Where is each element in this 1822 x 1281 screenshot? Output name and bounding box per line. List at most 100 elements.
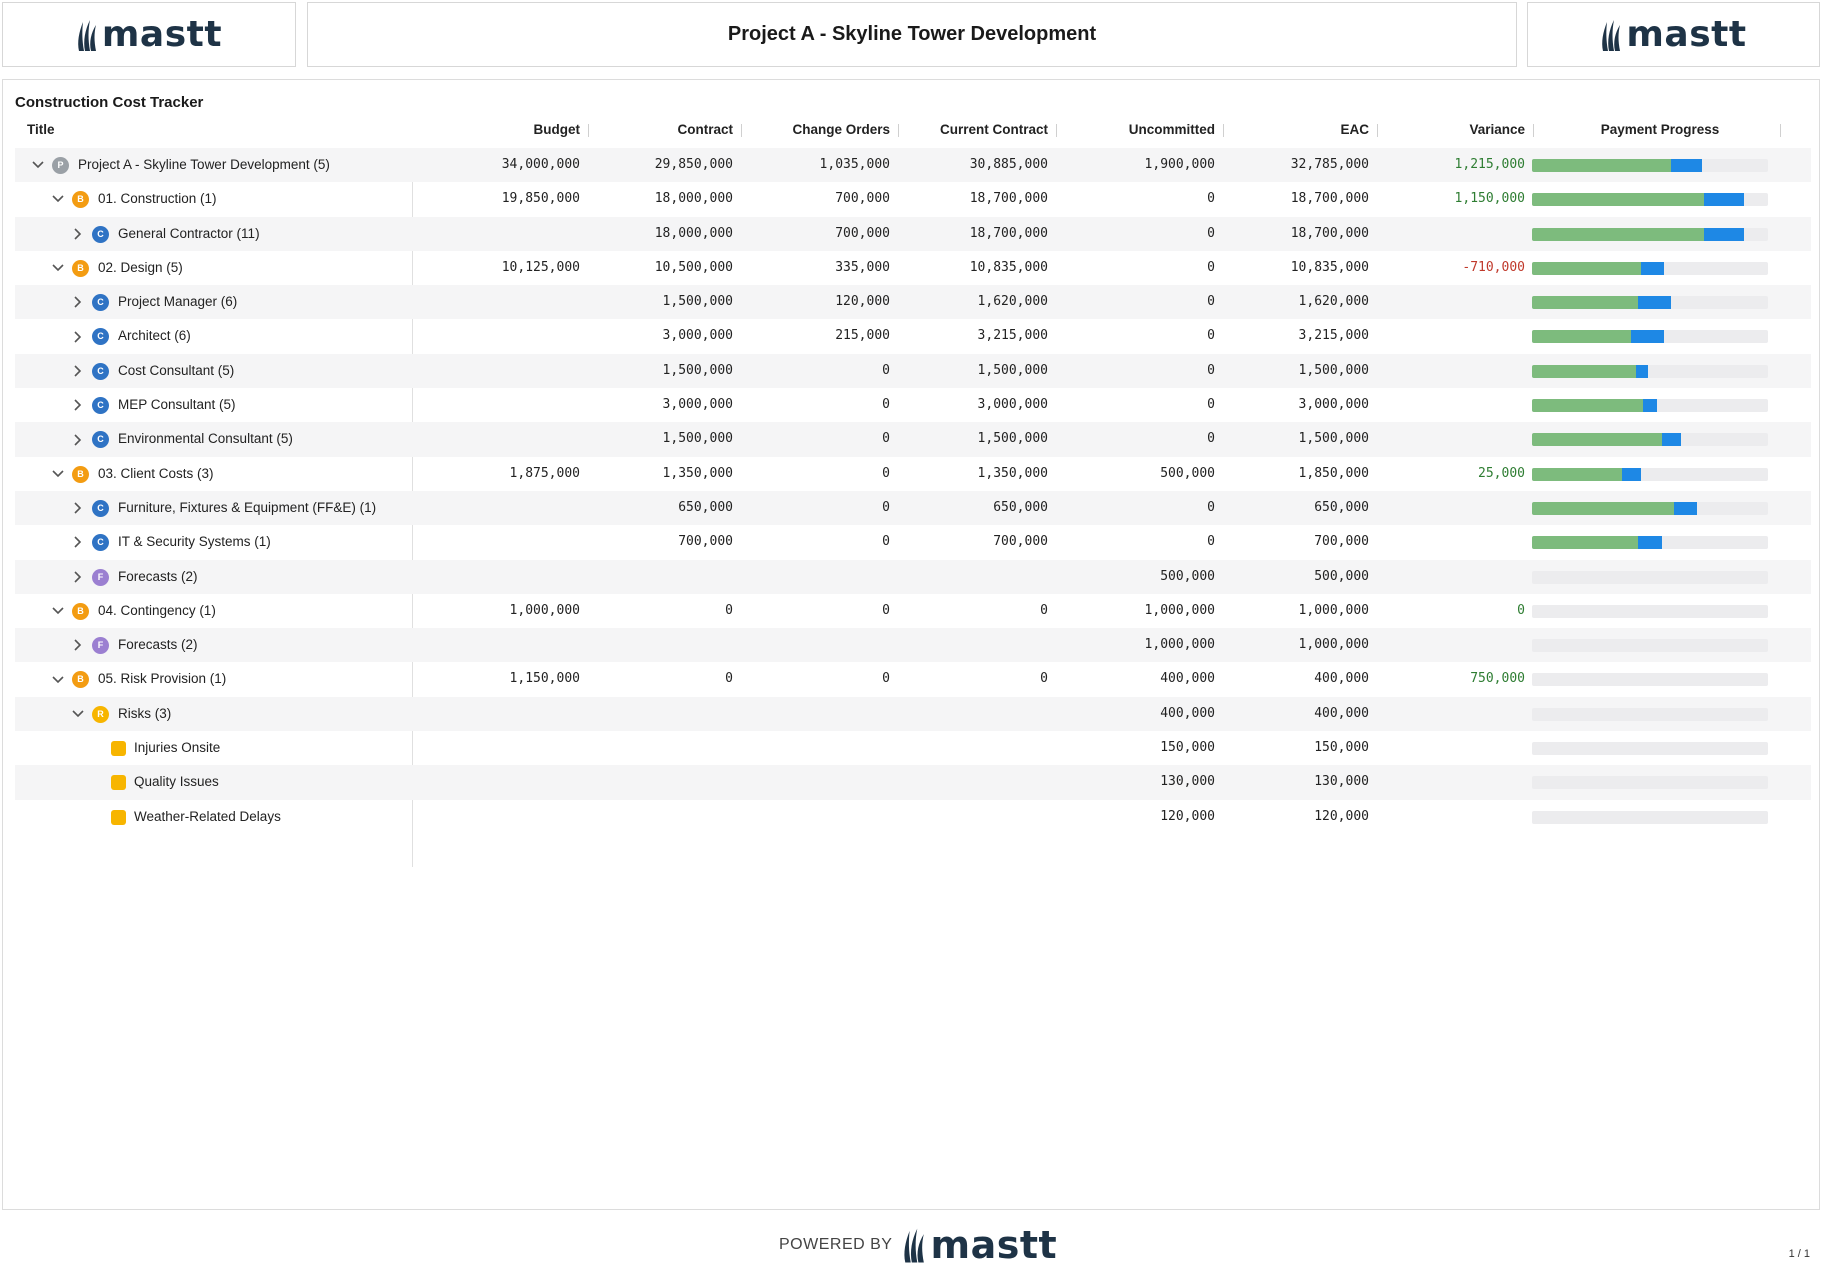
chevron-right-icon[interactable] — [70, 354, 86, 388]
chevron-right-icon[interactable] — [70, 491, 86, 525]
cell-change-orders: 0 — [882, 431, 890, 447]
column-separator[interactable] — [1533, 124, 1534, 137]
cell-contract: 3,000,000 — [662, 328, 733, 344]
table-row[interactable]: F Forecasts (2) 500,000 500,000 — [15, 559, 1811, 594]
cell-budget: 1,000,000 — [509, 602, 580, 618]
table-row[interactable]: Quality Issues 130,000 130,000 — [15, 765, 1811, 800]
table-row[interactable]: C Furniture, Fixtures & Equipment (FF&E) … — [15, 490, 1811, 526]
row-title[interactable]: 01. Construction (1) — [98, 191, 217, 207]
type-badge-c: C — [92, 225, 109, 243]
column-separator[interactable] — [898, 124, 899, 137]
column-separator[interactable] — [588, 124, 589, 137]
cell-budget: 1,875,000 — [509, 465, 580, 481]
row-title[interactable]: Weather-Related Delays — [134, 808, 281, 824]
column-header-variance[interactable]: Variance — [1469, 122, 1525, 137]
cell-current-contract: 1,350,000 — [977, 465, 1048, 481]
payment-progress-bar — [1532, 159, 1768, 172]
row-title[interactable]: 04. Contingency (1) — [98, 602, 216, 618]
cell-uncommitted: 0 — [1207, 431, 1215, 447]
column-header-payment-progress[interactable]: Payment Progress — [1600, 122, 1720, 137]
row-title[interactable]: IT & Security Systems (1) — [118, 534, 271, 550]
cell-eac: 130,000 — [1314, 774, 1369, 790]
chevron-right-icon[interactable] — [70, 217, 86, 251]
row-title[interactable]: MEP Consultant (5) — [118, 397, 236, 413]
row-title[interactable]: Furniture, Fixtures & Equipment (FF&E) (… — [118, 499, 377, 515]
row-title[interactable]: Injuries Onsite — [134, 740, 221, 756]
chevron-right-icon[interactable] — [70, 388, 86, 422]
table-row[interactable]: B 05. Risk Provision (1) 1,150,000 0 0 0 400,0… — [15, 662, 1811, 696]
table-row[interactable]: B 03. Client Costs (3) 1,875,000 1,350,000 0… — [15, 457, 1811, 491]
table-row[interactable]: Injuries Onsite 150,000 150,000 — [15, 731, 1811, 765]
row-title[interactable]: Project A - Skyline Tower Development (5… — [78, 157, 330, 172]
column-separator[interactable] — [741, 124, 742, 137]
chevron-down-icon[interactable] — [70, 697, 86, 731]
mastt-logo: mastt — [902, 1226, 1057, 1264]
paid-segment — [1532, 261, 1641, 275]
payment-progress-bar — [1532, 742, 1768, 756]
table-row[interactable]: C Architect (6) 3,000,000 215,000 3,215,000 0… — [15, 319, 1811, 353]
table-row[interactable]: B 01. Construction (1) 19,850,000 18,000,00… — [15, 182, 1811, 216]
table-row[interactable]: P Project A - Skyline Tower Development (… — [15, 148, 1811, 183]
row-title[interactable]: Forecasts (2) — [118, 568, 198, 584]
column-header-contract[interactable]: Contract — [677, 122, 733, 137]
cell-contract: 0 — [725, 602, 733, 618]
column-header-title[interactable]: Title — [27, 122, 55, 137]
row-title[interactable]: Quality Issues — [134, 774, 219, 790]
column-separator[interactable] — [1223, 124, 1224, 137]
chevron-right-icon[interactable] — [70, 319, 86, 353]
chevron-right-icon[interactable] — [70, 560, 86, 594]
row-title[interactable]: Project Manager (6) — [118, 294, 238, 310]
row-title[interactable]: Risks (3) — [118, 705, 172, 721]
column-header-eac[interactable]: EAC — [1340, 122, 1369, 137]
chevron-down-icon[interactable] — [50, 182, 66, 216]
table-row[interactable]: C Environmental Consultant (5) 1,500,000 0 1… — [15, 422, 1811, 457]
chevron-right-icon[interactable] — [70, 422, 86, 456]
row-title[interactable]: 03. Client Costs (3) — [98, 465, 214, 481]
table-row[interactable]: C Project Manager (6) 1,500,000 120,000 1,62… — [15, 285, 1811, 320]
table-row[interactable]: B 02. Design (5) 10,125,000 10,500,000 335,0… — [15, 251, 1811, 285]
cell-change-orders: 0 — [882, 397, 890, 413]
cell-uncommitted: 1,000,000 — [1144, 602, 1215, 618]
column-header-budget[interactable]: Budget — [533, 122, 581, 137]
column-header-change-orders[interactable]: Change Orders — [792, 122, 890, 137]
type-badge-f: F — [92, 568, 109, 586]
row-title[interactable]: Architect (6) — [118, 328, 191, 344]
row-title[interactable]: Cost Consultant (5) — [118, 362, 235, 378]
row-title[interactable]: General Contractor (11) — [118, 225, 260, 241]
cell-eac: 18,700,000 — [1290, 225, 1369, 241]
chevron-down-icon[interactable] — [50, 457, 66, 491]
chevron-down-icon[interactable] — [30, 148, 46, 182]
column-separator[interactable] — [1780, 124, 1781, 137]
payment-progress-bar — [1532, 227, 1768, 241]
column-header-current-contract[interactable]: Current Contract — [939, 122, 1048, 137]
table-row[interactable]: C MEP Consultant (5) 3,000,000 0 3,000,000 0 3… — [15, 388, 1811, 422]
row-title[interactable]: Environmental Consultant (5) — [118, 431, 293, 447]
cell-change-orders: 335,000 — [835, 259, 890, 275]
cell-uncommitted: 400,000 — [1160, 671, 1215, 687]
row-title[interactable]: 05. Risk Provision (1) — [98, 671, 227, 687]
table-row[interactable]: C Cost Consultant (5) 1,500,000 0 1,500,000 0… — [15, 353, 1811, 389]
chevron-right-icon[interactable] — [70, 628, 86, 662]
table-row[interactable]: Weather-Related Delays 120,000 120,000 — [15, 800, 1811, 834]
column-separator[interactable] — [1377, 124, 1378, 137]
cell-contract: 18,000,000 — [654, 191, 733, 207]
progress-segment — [1635, 364, 1648, 378]
chevron-down-icon[interactable] — [50, 594, 66, 628]
column-header-uncommitted[interactable]: Uncommitted — [1128, 122, 1215, 137]
column-separator[interactable] — [1056, 124, 1057, 137]
chevron-right-icon[interactable] — [70, 525, 86, 559]
row-title[interactable]: Forecasts (2) — [118, 637, 198, 653]
cell-change-orders: 1,035,000 — [819, 157, 890, 172]
paid-segment — [1532, 193, 1705, 207]
table-row[interactable]: C General Contractor (11) 18,000,000 700,00… — [15, 216, 1811, 251]
chevron-down-icon[interactable] — [50, 662, 66, 696]
table-row[interactable]: R Risks (3) 400,000 400,000 — [15, 696, 1811, 732]
table-row[interactable]: B 04. Contingency (1) 1,000,000 0 0 0 1,000,00… — [15, 594, 1811, 628]
table-row[interactable]: F Forecasts (2) 1,000,000 1,000,000 — [15, 628, 1811, 663]
chevron-right-icon[interactable] — [70, 285, 86, 319]
cell-contract: 1,500,000 — [662, 431, 733, 447]
chevron-down-icon[interactable] — [50, 251, 66, 285]
row-title[interactable]: 02. Design (5) — [98, 259, 183, 275]
payment-progress-bar — [1532, 707, 1768, 721]
table-row[interactable]: C IT & Security Systems (1) 700,000 0 700,00… — [15, 525, 1811, 559]
